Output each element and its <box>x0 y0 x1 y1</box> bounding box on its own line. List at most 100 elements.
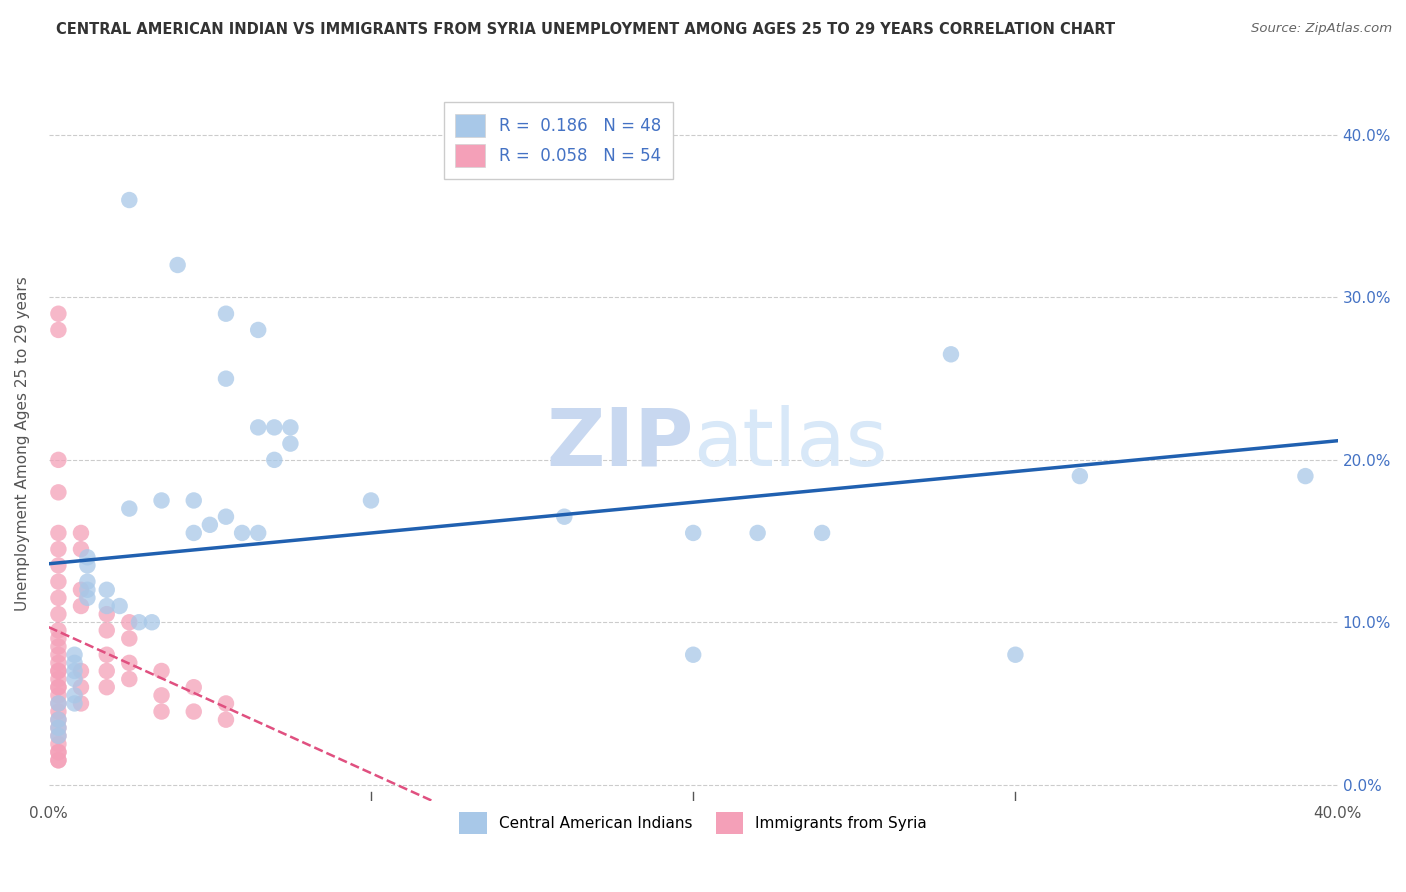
Immigrants from Syria <box>48 525 70 540</box>
Immigrants from Syria <box>48 323 70 337</box>
Immigrants from Syria <box>48 680 70 694</box>
Central American Indians <box>118 193 141 207</box>
Central American Indians <box>108 599 131 613</box>
Immigrants from Syria <box>48 672 70 686</box>
Central American Indians <box>166 258 188 272</box>
Immigrants from Syria <box>48 624 70 638</box>
Immigrants from Syria <box>48 307 70 321</box>
Immigrants from Syria <box>48 680 70 694</box>
Immigrants from Syria <box>48 737 70 751</box>
Central American Indians <box>360 493 382 508</box>
Immigrants from Syria <box>150 689 173 703</box>
Central American Indians <box>63 689 86 703</box>
Immigrants from Syria <box>96 664 118 678</box>
Central American Indians <box>1294 469 1316 483</box>
Central American Indians <box>76 591 98 605</box>
Text: Source: ZipAtlas.com: Source: ZipAtlas.com <box>1251 22 1392 36</box>
Central American Indians <box>76 558 98 573</box>
Immigrants from Syria <box>48 485 70 500</box>
Central American Indians <box>263 420 285 434</box>
Immigrants from Syria <box>118 656 141 670</box>
Central American Indians <box>150 493 173 508</box>
Central American Indians <box>682 525 704 540</box>
Immigrants from Syria <box>48 729 70 743</box>
Central American Indians <box>553 509 575 524</box>
Immigrants from Syria <box>48 713 70 727</box>
Text: atlas: atlas <box>693 405 887 483</box>
Immigrants from Syria <box>70 599 93 613</box>
Immigrants from Syria <box>48 753 70 767</box>
Central American Indians <box>76 574 98 589</box>
Central American Indians <box>247 323 270 337</box>
Central American Indians <box>215 372 238 386</box>
Central American Indians <box>96 582 118 597</box>
Immigrants from Syria <box>48 574 70 589</box>
Central American Indians <box>247 420 270 434</box>
Immigrants from Syria <box>48 453 70 467</box>
Central American Indians <box>747 525 769 540</box>
Immigrants from Syria <box>96 648 118 662</box>
Immigrants from Syria <box>48 632 70 646</box>
Central American Indians <box>63 648 86 662</box>
Central American Indians <box>48 729 70 743</box>
Immigrants from Syria <box>96 624 118 638</box>
Central American Indians <box>96 599 118 613</box>
Immigrants from Syria <box>118 632 141 646</box>
Central American Indians <box>263 453 285 467</box>
Immigrants from Syria <box>48 705 70 719</box>
Immigrants from Syria <box>150 664 173 678</box>
Central American Indians <box>682 648 704 662</box>
Immigrants from Syria <box>215 713 238 727</box>
Central American Indians <box>128 615 150 630</box>
Central American Indians <box>215 307 238 321</box>
Central American Indians <box>63 672 86 686</box>
Immigrants from Syria <box>48 591 70 605</box>
Immigrants from Syria <box>48 753 70 767</box>
Central American Indians <box>76 550 98 565</box>
Central American Indians <box>1069 469 1091 483</box>
Immigrants from Syria <box>48 745 70 759</box>
Immigrants from Syria <box>118 672 141 686</box>
Central American Indians <box>63 697 86 711</box>
Immigrants from Syria <box>118 615 141 630</box>
Immigrants from Syria <box>48 689 70 703</box>
Central American Indians <box>198 517 221 532</box>
Y-axis label: Unemployment Among Ages 25 to 29 years: Unemployment Among Ages 25 to 29 years <box>15 277 30 611</box>
Immigrants from Syria <box>70 582 93 597</box>
Central American Indians <box>280 436 302 450</box>
Immigrants from Syria <box>48 640 70 654</box>
Central American Indians <box>1004 648 1026 662</box>
Central American Indians <box>118 501 141 516</box>
Immigrants from Syria <box>70 525 93 540</box>
Immigrants from Syria <box>70 664 93 678</box>
Text: ZIP: ZIP <box>546 405 693 483</box>
Immigrants from Syria <box>96 680 118 694</box>
Immigrants from Syria <box>70 680 93 694</box>
Immigrants from Syria <box>70 542 93 557</box>
Central American Indians <box>48 713 70 727</box>
Immigrants from Syria <box>183 705 205 719</box>
Immigrants from Syria <box>183 680 205 694</box>
Central American Indians <box>48 697 70 711</box>
Immigrants from Syria <box>215 697 238 711</box>
Central American Indians <box>811 525 834 540</box>
Central American Indians <box>63 664 86 678</box>
Immigrants from Syria <box>96 607 118 621</box>
Immigrants from Syria <box>48 558 70 573</box>
Immigrants from Syria <box>48 648 70 662</box>
Central American Indians <box>183 493 205 508</box>
Immigrants from Syria <box>150 705 173 719</box>
Central American Indians <box>215 509 238 524</box>
Central American Indians <box>63 656 86 670</box>
Immigrants from Syria <box>48 745 70 759</box>
Central American Indians <box>280 420 302 434</box>
Central American Indians <box>939 347 962 361</box>
Central American Indians <box>76 582 98 597</box>
Central American Indians <box>183 525 205 540</box>
Central American Indians <box>247 525 270 540</box>
Immigrants from Syria <box>48 607 70 621</box>
Immigrants from Syria <box>48 664 70 678</box>
Text: CENTRAL AMERICAN INDIAN VS IMMIGRANTS FROM SYRIA UNEMPLOYMENT AMONG AGES 25 TO 2: CENTRAL AMERICAN INDIAN VS IMMIGRANTS FR… <box>56 22 1115 37</box>
Immigrants from Syria <box>48 656 70 670</box>
Immigrants from Syria <box>48 721 70 735</box>
